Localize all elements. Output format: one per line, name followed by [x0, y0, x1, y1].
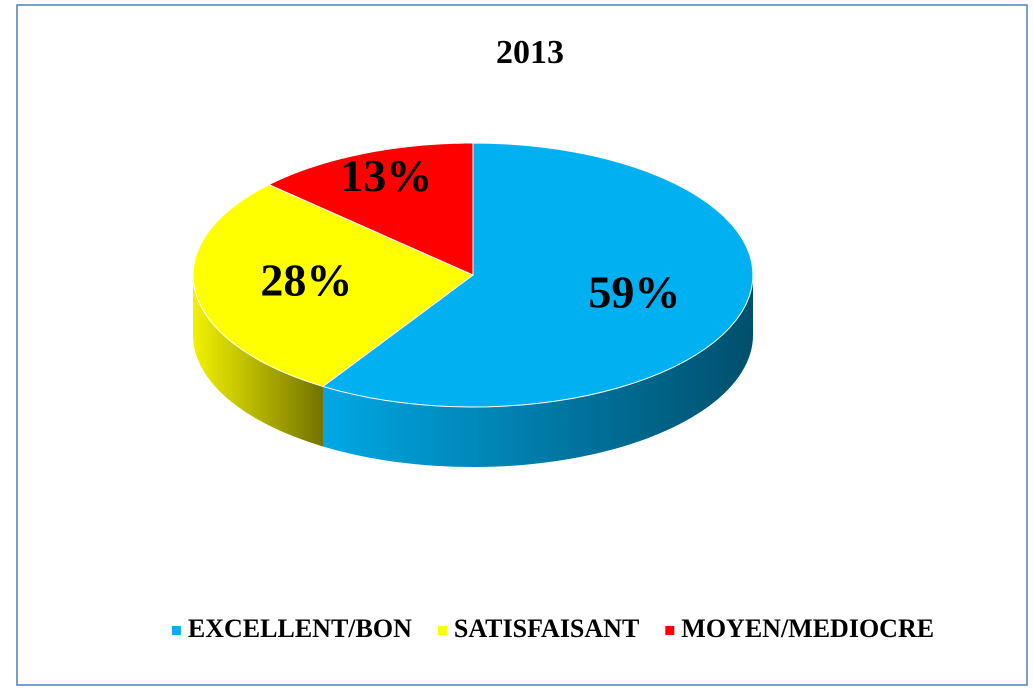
legend-swatch: [665, 626, 675, 635]
slice-side-shade: [193, 275, 323, 447]
slice: [192, 184, 474, 388]
legend-label: MOYEN/MEDIOCRE: [681, 614, 934, 643]
data-label: 13%: [340, 150, 432, 201]
legend-label: EXCELLENT/BON: [188, 614, 412, 643]
legend-swatch: [171, 626, 181, 635]
slice: [321, 142, 754, 408]
legend-swatch: [437, 626, 447, 635]
legend-label: SATISFAISANT: [454, 614, 639, 643]
data-label: 28%: [260, 254, 352, 305]
data-label: 59%: [588, 267, 680, 318]
chart-title: 2013: [496, 34, 564, 71]
slice: [267, 142, 474, 276]
slice-side-shade: [322, 275, 753, 467]
